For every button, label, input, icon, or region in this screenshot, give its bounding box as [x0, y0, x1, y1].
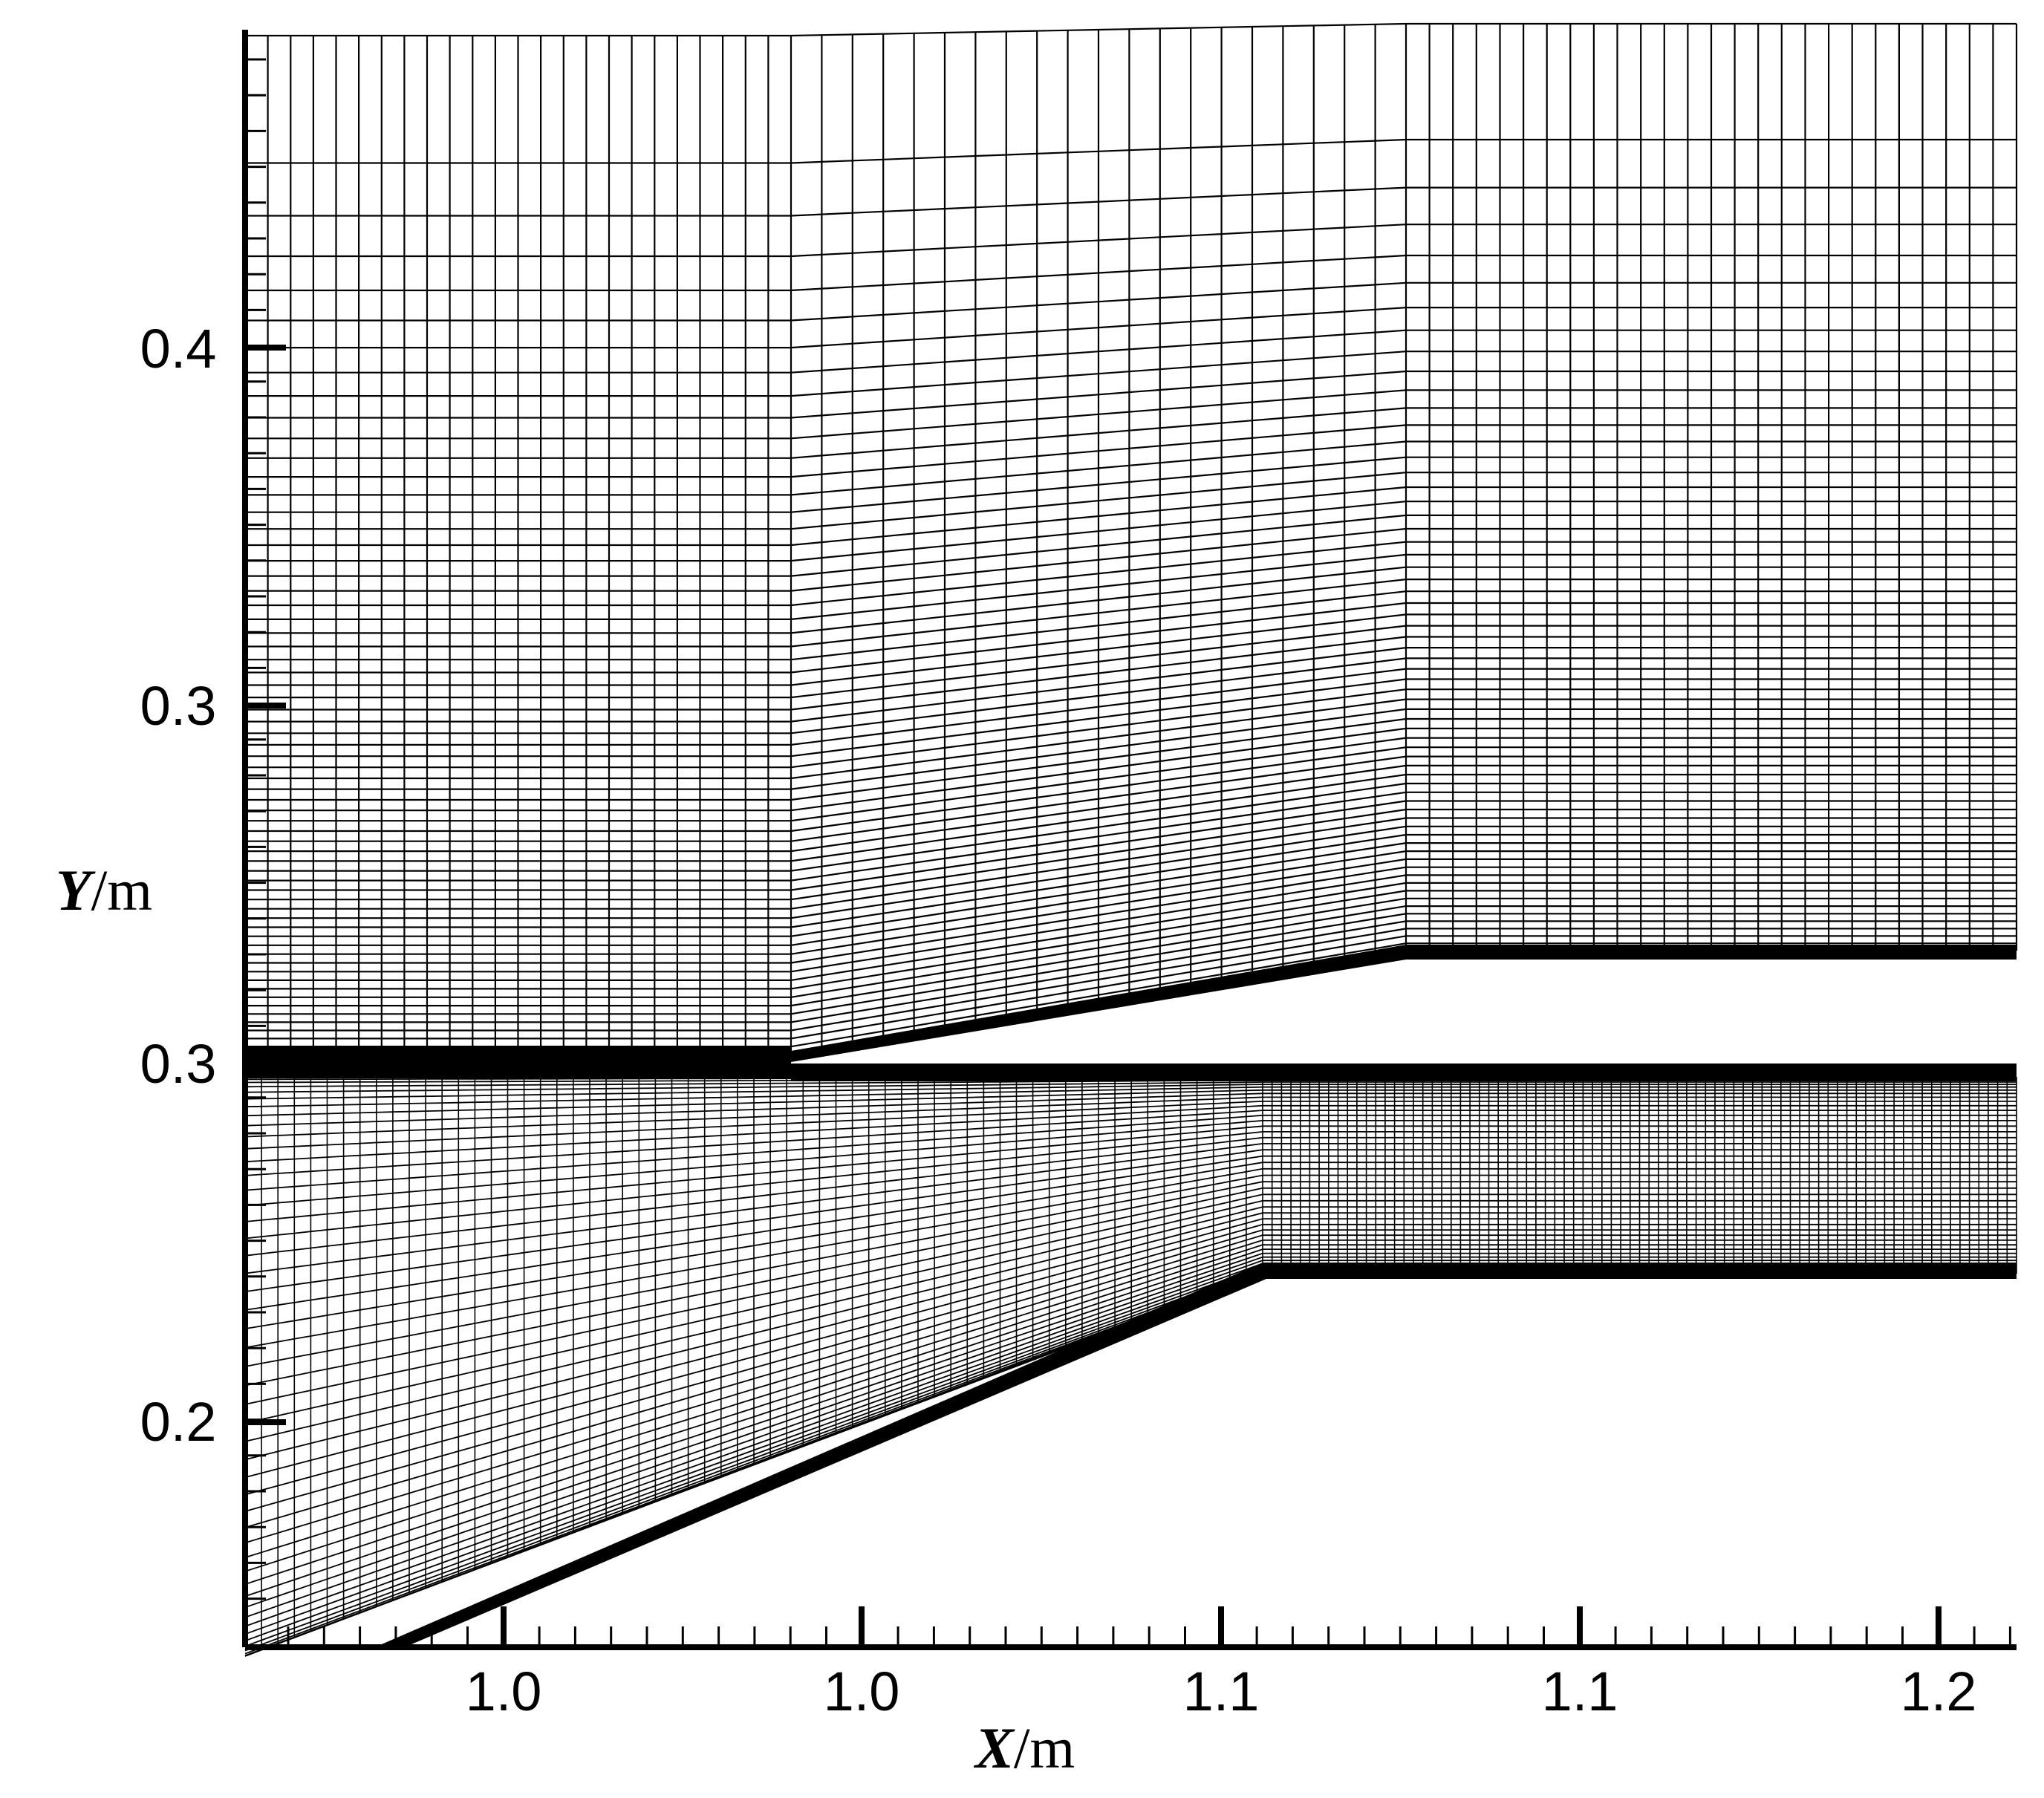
x-tick-label: 1.0: [466, 1661, 542, 1722]
lower-empty-region: [349, 1277, 2017, 1647]
y-tick-label: 0.4: [140, 318, 217, 380]
lower-top-wall-band: [791, 1064, 2017, 1081]
x-axis-title: X/m: [974, 1716, 1075, 1780]
y-tick-label: 0.3: [140, 675, 217, 737]
lower-mesh-block: [244, 1076, 2017, 1657]
splitter-plate-band: [245, 1046, 791, 1078]
x-axis-unit: /m: [1014, 1716, 1075, 1780]
axes-frame: [242, 30, 2017, 1650]
upper-cavity: [791, 958, 2017, 1069]
y-axis-variable: Y: [56, 858, 96, 922]
x-tick-label: 1.1: [1183, 1661, 1260, 1722]
y-axis-unit: /m: [91, 858, 152, 922]
x-tick-label: 1.2: [1901, 1661, 1977, 1722]
x-tick-label: 1.0: [824, 1661, 900, 1722]
x-tick-label: 1.1: [1542, 1661, 1618, 1722]
wall-boundaries: [245, 945, 2017, 1649]
x-axis-variable: X: [974, 1716, 1015, 1780]
y-axis-title: Y/m: [56, 858, 152, 922]
y-tick-label: 0.3: [140, 1033, 217, 1095]
upper-wall-band: [791, 945, 2017, 1062]
y-tick-label: 0.2: [140, 1391, 217, 1453]
